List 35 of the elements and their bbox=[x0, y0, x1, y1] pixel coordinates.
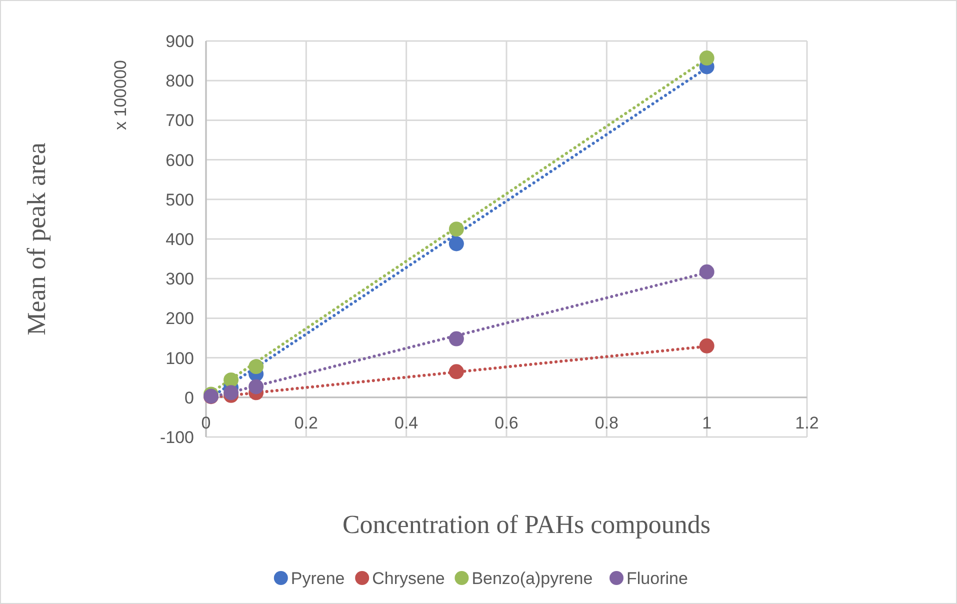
y-tick-label: 500 bbox=[166, 190, 194, 210]
y-axis-title: Mean of peak area bbox=[22, 142, 51, 336]
x-tick-label: 0.8 bbox=[594, 413, 618, 432]
point bbox=[448, 331, 464, 346]
y-tick-label: 400 bbox=[166, 230, 194, 249]
point bbox=[699, 264, 714, 280]
y-tick-label: 0 bbox=[184, 388, 194, 408]
x-axis-title: Concentration of PAHs compounds bbox=[342, 510, 711, 539]
y-tick-label: 800 bbox=[166, 72, 194, 91]
text: x 100000 bbox=[111, 60, 130, 130]
x-tick-label: 0.2 bbox=[294, 413, 318, 432]
legend-label: Chrysene bbox=[372, 568, 445, 588]
y-tick-label: 700 bbox=[166, 111, 194, 130]
point bbox=[248, 379, 264, 394]
y-tick-label: 300 bbox=[166, 270, 194, 289]
point bbox=[448, 364, 464, 380]
legend-label: Fluorine bbox=[626, 568, 688, 588]
y-tick-label: 200 bbox=[166, 309, 194, 328]
y-tick-label: 900 bbox=[166, 32, 194, 51]
legend-label: Benzo(a)pyrene bbox=[472, 568, 593, 588]
point bbox=[699, 50, 714, 66]
point bbox=[448, 222, 464, 237]
x-tick-label: 0 bbox=[201, 413, 211, 432]
y-tick-label: -100 bbox=[160, 428, 194, 447]
point bbox=[448, 236, 464, 252]
x-tick-label: 1.2 bbox=[795, 413, 819, 432]
y-tick-label: 600 bbox=[166, 150, 194, 170]
point bbox=[248, 359, 264, 374]
x-tick-label: 0.6 bbox=[494, 413, 518, 432]
point bbox=[699, 338, 714, 354]
y-tick-label: 100 bbox=[166, 348, 194, 368]
x-tick-label: 1 bbox=[702, 413, 712, 432]
point bbox=[224, 372, 239, 388]
x-tick-label: 0.4 bbox=[394, 413, 418, 432]
legend-label: Pyrene bbox=[290, 568, 345, 588]
